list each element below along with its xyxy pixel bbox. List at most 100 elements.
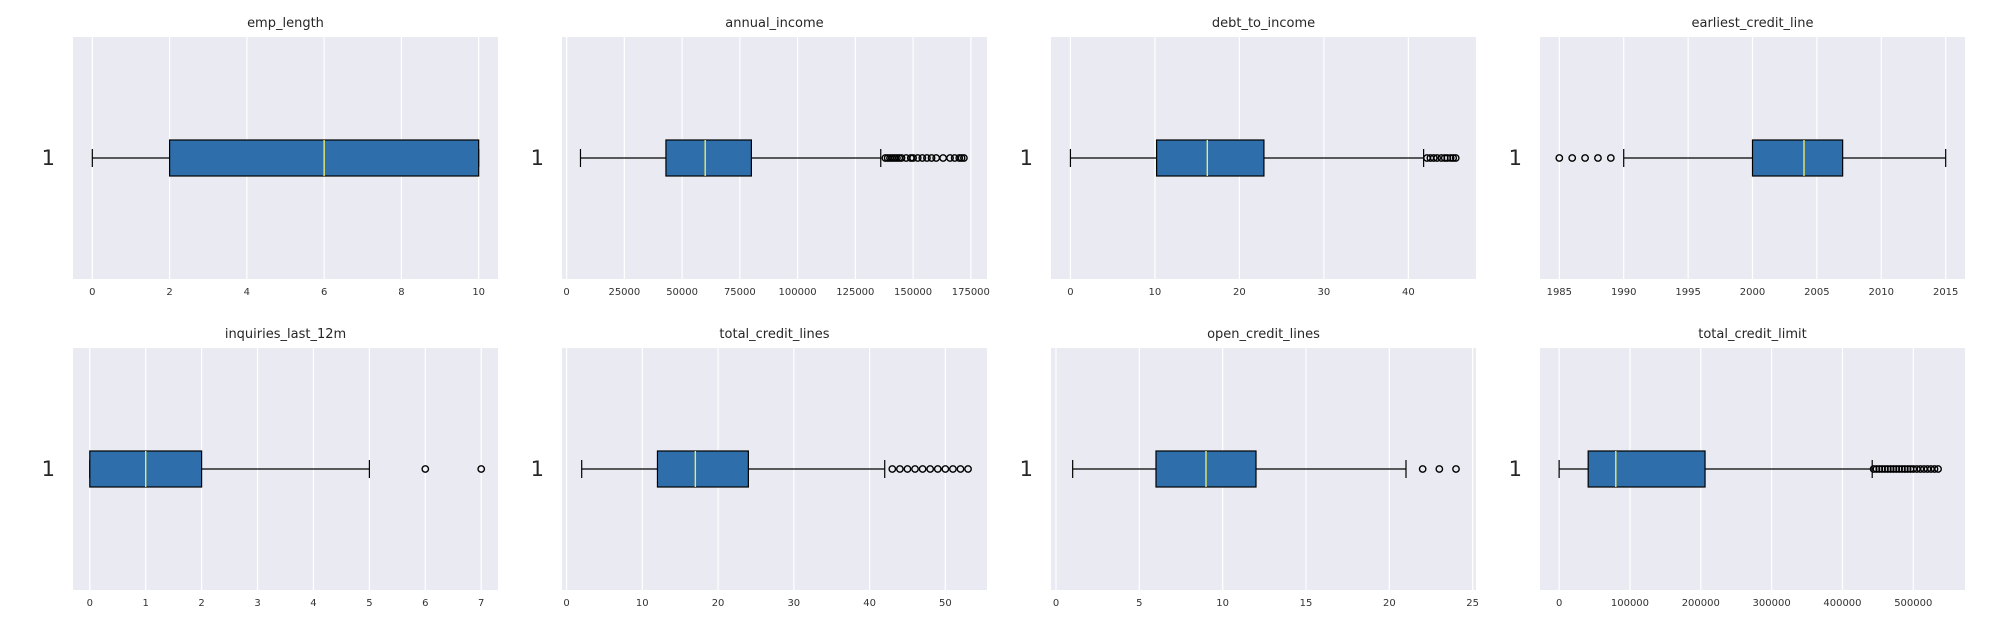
x-tick-label: 400000 bbox=[1823, 598, 1861, 609]
x-tick-label: 2000 bbox=[1740, 287, 1765, 298]
outlier-point bbox=[1869, 465, 1878, 473]
outlier-point bbox=[1606, 154, 1615, 162]
outlier-point bbox=[897, 154, 906, 162]
iqr-box bbox=[1156, 139, 1265, 177]
outlier-point bbox=[918, 465, 927, 473]
x-tick-label: 200000 bbox=[1682, 598, 1720, 609]
x-tick-label: 4 bbox=[244, 287, 250, 298]
x-tick-label: 0 bbox=[1067, 287, 1073, 298]
panel-title: earliest_credit_line bbox=[1691, 16, 1813, 31]
outlier-point bbox=[893, 154, 901, 162]
x-tick-label: 30 bbox=[787, 598, 800, 609]
x-tick-label: 8 bbox=[398, 287, 404, 298]
outlier-point bbox=[1433, 154, 1442, 162]
x-tick-label: 2 bbox=[198, 598, 204, 609]
outlier-point bbox=[964, 465, 972, 473]
panel-title: total_credit_lines bbox=[719, 327, 829, 342]
x-tick-label: 2 bbox=[166, 287, 172, 298]
outlier-point bbox=[946, 154, 954, 162]
outlier-point bbox=[923, 154, 931, 162]
x-tick-label: 2015 bbox=[1933, 287, 1958, 298]
outlier-point bbox=[1903, 465, 1912, 473]
boxplot-panel-emp-length: emp_length 0 2 4 6 8 10 1 bbox=[42, 16, 498, 298]
outlier-point bbox=[955, 154, 964, 162]
x-tick-label: 1 bbox=[143, 598, 149, 609]
outlier-point bbox=[1930, 465, 1939, 473]
boxplot-panel-earliest-credit-line: earliest_credit_line 1985 1990 1995 2000 2005… bbox=[1509, 16, 1965, 298]
x-tick-label: 10 bbox=[636, 598, 649, 609]
outlier-point bbox=[913, 154, 922, 162]
x-tick-label: 40 bbox=[863, 598, 876, 609]
boxplot-panel-open-credit-lines: open_credit_lines 0 5 10 15 20 25 1 bbox=[1020, 327, 1479, 609]
x-tick-label: 10 bbox=[1149, 287, 1162, 298]
x-tick-label: 40 bbox=[1402, 287, 1415, 298]
panel-title: emp_length bbox=[247, 16, 324, 31]
iqr-box bbox=[1751, 139, 1844, 177]
y-category-label: 1 bbox=[1020, 457, 1033, 481]
y-category-label: 1 bbox=[531, 146, 544, 170]
panel-title: open_credit_lines bbox=[1207, 327, 1320, 342]
boxplot-panel-inquiries-last-12m: inquiries_last_12m 0 1 2 3 4 5 6 7 1 bbox=[42, 327, 498, 609]
x-tick-label: 10 bbox=[1216, 598, 1229, 609]
x-tick-label: 500000 bbox=[1894, 598, 1932, 609]
outlier-point bbox=[1581, 154, 1589, 162]
x-tick-label: 2005 bbox=[1804, 287, 1829, 298]
outlier-point bbox=[1881, 465, 1889, 473]
outlier-point bbox=[1449, 154, 1458, 162]
x-tick-label: 7 bbox=[478, 598, 484, 609]
x-tick-label: 175000 bbox=[952, 287, 990, 298]
outlier-point bbox=[1452, 465, 1460, 473]
y-category-label: 1 bbox=[42, 146, 55, 170]
x-tick-label: 0 bbox=[563, 598, 569, 609]
outlier-point bbox=[1934, 465, 1942, 473]
boxplot-panel-total-credit-lines: total_credit_lines 0 10 20 30 40 50 1 bbox=[531, 327, 987, 609]
x-tick-label: 0 bbox=[87, 598, 93, 609]
x-tick-label: 5 bbox=[366, 598, 372, 609]
x-tick-label: 6 bbox=[422, 598, 428, 609]
outlier-point bbox=[941, 465, 950, 473]
x-tick-label: 2010 bbox=[1869, 287, 1894, 298]
iqr-box bbox=[656, 450, 749, 488]
outlier-point bbox=[957, 154, 966, 162]
boxplot-panel-debt-to-income: debt_to_income 0 10 20 30 40 1 bbox=[1020, 16, 1476, 298]
outlier-point bbox=[1875, 465, 1884, 473]
panel-title: inquiries_last_12m bbox=[225, 327, 346, 342]
outlier-point bbox=[1886, 465, 1895, 473]
x-tick-label: 0 bbox=[1053, 598, 1059, 609]
outlier-point bbox=[1594, 154, 1602, 162]
panel-title: annual_income bbox=[725, 16, 823, 31]
x-tick-label: 6 bbox=[321, 287, 327, 298]
outlier-point bbox=[927, 154, 936, 162]
outlier-point bbox=[1872, 465, 1881, 473]
y-category-label: 1 bbox=[42, 457, 55, 481]
x-tick-label: 0 bbox=[89, 287, 95, 298]
outlier-point bbox=[909, 154, 917, 162]
outlier-point bbox=[933, 465, 942, 473]
outlier-point bbox=[1446, 154, 1455, 162]
outlier-point bbox=[1878, 465, 1887, 473]
x-tick-label: 150000 bbox=[894, 287, 932, 298]
x-tick-label: 300000 bbox=[1753, 598, 1791, 609]
x-tick-label: 3 bbox=[254, 598, 260, 609]
x-tick-label: 125000 bbox=[836, 287, 874, 298]
outlier-point bbox=[903, 465, 912, 473]
outlier-point bbox=[1435, 465, 1444, 473]
outlier-point bbox=[1892, 465, 1901, 473]
y-category-label: 1 bbox=[1509, 146, 1522, 170]
x-tick-label: 25000 bbox=[608, 287, 640, 298]
x-tick-label: 50 bbox=[939, 598, 952, 609]
outlier-point bbox=[1898, 465, 1906, 473]
boxplot-panel-total-credit-limit: total_credit_limit 0 100000 200000 300000 400… bbox=[1509, 327, 1965, 609]
outlier-point bbox=[421, 465, 430, 473]
x-tick-label: 1985 bbox=[1547, 287, 1572, 298]
x-tick-label: 15 bbox=[1300, 598, 1313, 609]
x-tick-label: 1990 bbox=[1611, 287, 1636, 298]
y-category-label: 1 bbox=[531, 457, 544, 481]
x-tick-label: 20 bbox=[712, 598, 725, 609]
x-tick-label: 1995 bbox=[1675, 287, 1700, 298]
outlier-point bbox=[956, 465, 965, 473]
x-tick-label: 5 bbox=[1136, 598, 1142, 609]
outlier-point bbox=[1889, 465, 1898, 473]
outlier-point bbox=[1900, 465, 1909, 473]
